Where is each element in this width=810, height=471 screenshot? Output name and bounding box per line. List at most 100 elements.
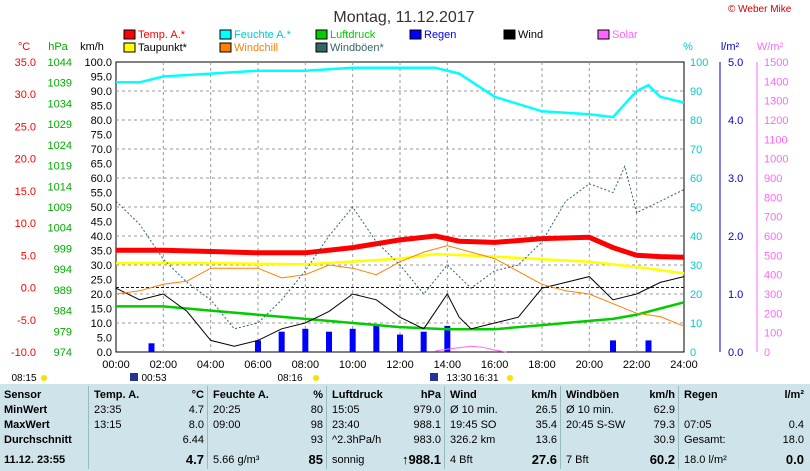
grid [115,61,685,353]
stats-cell-value: 4.7 [185,452,204,467]
legend-label: Luftdruck [330,29,376,41]
rain-tick: 2.0 [728,231,743,243]
stats-cell-value: 98 [310,419,323,431]
legend-swatch [123,42,136,53]
pressure-tick: 994 [54,264,72,276]
wind-tick: 35.0 [91,246,112,258]
stats-cell-label: Ø 10 min. [450,404,498,416]
series-line [115,164,685,330]
humidity-tick: 70 [690,144,702,156]
solar-tick: 300 [764,289,782,301]
stats-unit: km/h [649,389,675,401]
rain-tick: 3.0 [728,173,743,185]
sun-event-time: 00:53 [141,373,166,384]
stats-separator [326,386,327,469]
temp-tick: 25.0 [15,121,36,133]
stats-cell-value: 62.9 [653,404,675,416]
solar-tick: 0 [764,347,770,359]
stats-cell-label: Gesamt: [684,434,726,446]
sun-icon [507,375,513,381]
pressure-tick: 1039 [48,78,72,90]
stats-cell-value: 30.9 [653,434,675,446]
rain-bar [420,331,427,352]
pressure-tick: 984 [54,306,72,318]
stats-cell-label: 4 Bft [450,454,473,466]
stats-cell-label: 18.0 l/m² [684,454,727,466]
sun-icon [313,375,319,381]
solar-tick: 200 [764,308,782,320]
temp-tick: 15.0 [15,186,36,198]
stats-cell-value: 85 [308,452,323,467]
axis-unit: km/h [80,41,104,53]
pressure-tick: 999 [54,243,72,255]
stats-header: Feuchte A. [213,389,269,401]
stats-cell-value: 8.0 [188,419,204,431]
wind-tick: 15.0 [91,304,112,316]
series-line [116,252,685,275]
wind-tick: 100.0 [84,57,112,69]
stats-separator [560,386,561,469]
legend-swatch [315,42,328,53]
stats-cell-label: 23:35 [94,404,122,416]
sun-event-time: 08:15 [11,373,36,384]
series-line [115,276,685,347]
time-tick: 04:00 [197,359,225,371]
legend-swatch [219,42,232,53]
humidity-tick: 10 [690,318,702,330]
wind-tick: 95.0 [91,72,112,84]
stats-header: Luftdruck [332,389,383,401]
humidity-tick: 90 [690,86,702,98]
series-line [116,301,685,331]
legend-label: Regen [424,29,456,41]
axis-unit: l/m² [721,41,740,53]
stats-header: Temp. A. [94,389,140,401]
series-line [115,245,685,327]
stats-cell-value: 0.0 [785,452,804,467]
time-tick: 18:00 [528,359,556,371]
copyright: © Weber Mike [728,4,792,15]
axis-unit: °C [18,41,30,53]
sun-event-time: 08:16 [277,373,302,384]
time-tick: 16:00 [481,359,509,371]
wind-tick: 0.0 [97,347,112,359]
time-tick: 22:00 [623,359,651,371]
rain-bar [278,331,285,352]
temp-tick: 30.0 [15,89,36,101]
pressure-tick: 989 [54,285,72,297]
solar-tick: 1400 [764,76,788,88]
pressure-tick: 1029 [48,119,72,131]
stats-unit: °C [191,389,204,401]
weather-chart: Montag, 11.12.2017 Temp. A.* Feuchte A.* L… [11,9,789,384]
solar-tick: 700 [764,212,782,224]
stats-cell-value: 79.3 [653,419,675,431]
pressure-tick: 1014 [48,181,72,193]
stats-table: Sensor MinWert MaxWert Durchschnitt 11.1… [0,384,810,471]
series-line [116,66,685,119]
sun-events: 08:15 00:53 08:16 13:30 16:31 [11,373,513,384]
moon-icon [130,373,138,381]
sun-icon [41,375,47,381]
stats-cell-value: 4.7 [188,404,204,416]
wind-tick: 50.0 [91,202,112,214]
humidity-tick: 50 [690,202,702,214]
time-tick: 06:00 [244,359,272,371]
pressure-tick: 974 [54,347,72,359]
rain-bars [148,325,652,352]
wind-tick: 5.0 [97,333,112,345]
legend: Temp. A.* Feuchte A.* Luftdruck Regen Wind So… [123,29,638,54]
pressure-tick: 1019 [48,161,72,173]
rain-bar [349,328,356,352]
label-max: MaxWert [4,419,50,431]
stats-column: Luftdruck hPa 15:05 979.0 23:40 988.1 ^2.3hPa/… [326,384,445,471]
stats-cell-label: 13:15 [94,419,122,431]
rain-tick: 0.0 [728,347,743,359]
sun-event-time: 16:31 [473,373,498,384]
rain-bar [397,334,403,352]
stats-cell-label: 326.2 km [450,434,496,446]
wind-tick: 45.0 [91,217,112,229]
stats-unit: l/m² [784,389,804,401]
stats-separator [207,386,208,469]
stats-cell-value: 18.0 [782,434,804,446]
series-lines [115,66,685,353]
legend-label: Solar [612,29,638,41]
